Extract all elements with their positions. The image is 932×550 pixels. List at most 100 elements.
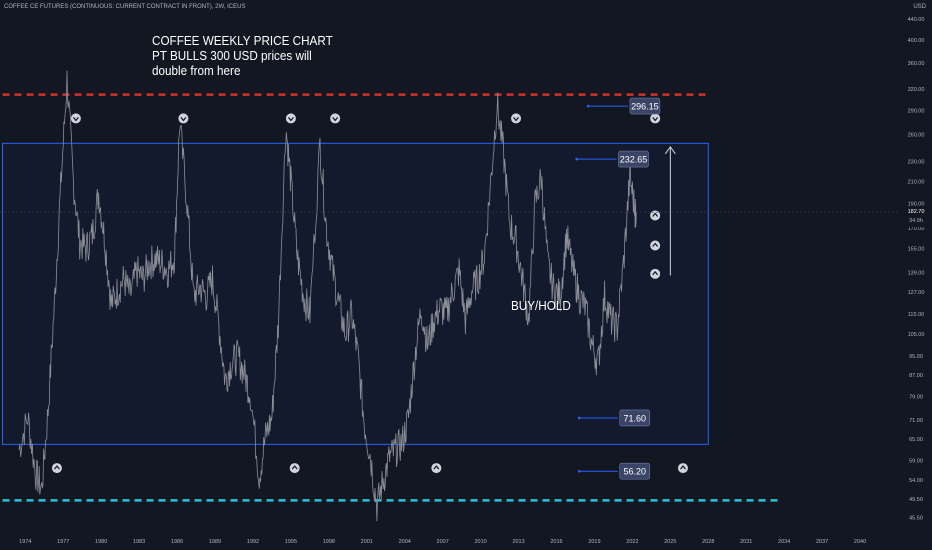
- marker-circle: [285, 113, 296, 124]
- marker-circle: [677, 463, 688, 474]
- price-label-box: [619, 462, 651, 480]
- marker-arrow: [72, 117, 79, 122]
- y-tick-label: 71.00: [909, 418, 923, 424]
- x-tick-label: 2037: [816, 539, 828, 545]
- y-tick-label: 230.00: [908, 160, 925, 166]
- marker-arrow: [652, 242, 659, 247]
- marker-circle: [70, 113, 81, 124]
- x-tick-label: 1995: [285, 539, 297, 545]
- price-label-text: 71.60: [623, 413, 646, 423]
- x-tick-label: 2016: [550, 539, 562, 545]
- price-label-dot: [577, 469, 581, 473]
- price-label-dot: [577, 416, 581, 420]
- y-tick-label: 139.00: [908, 270, 925, 276]
- marker-arrow: [652, 270, 659, 276]
- price-line: [18, 70, 637, 522]
- x-tick-label: 2019: [588, 539, 600, 545]
- sell-marker-icon: [330, 113, 341, 124]
- x-tick-label: 1977: [57, 539, 69, 545]
- marker-circle: [178, 113, 189, 124]
- x-tick-label: 1998: [323, 539, 335, 545]
- buy-hold-label: BUY/HOLD: [511, 298, 571, 313]
- y-tick-label: 210.00: [908, 180, 925, 186]
- buy-marker-icon: [650, 240, 661, 251]
- last-price-value: 182.70: [908, 209, 925, 215]
- buy-marker-icon: [650, 210, 661, 221]
- buy-marker-icon: [51, 463, 62, 474]
- marker-arrow: [53, 465, 60, 470]
- marker-circle: [330, 113, 341, 124]
- x-tick-label: 1989: [209, 539, 221, 545]
- y-tick-label: 87.00: [909, 373, 923, 379]
- buy-marker-icon: [289, 463, 300, 474]
- marker-circle: [650, 113, 661, 124]
- price-label-text: 56.20: [623, 467, 646, 477]
- x-tick-label: 2022: [626, 539, 638, 545]
- currency-label: USD: [913, 4, 926, 10]
- price-label-box: [629, 97, 661, 115]
- x-tick-label: 1974: [19, 539, 31, 545]
- price-label-dot: [575, 157, 579, 161]
- x-tick-label: 2001: [361, 539, 373, 545]
- x-tick-label: 2040: [854, 539, 866, 545]
- x-tick-label: 1992: [247, 539, 259, 545]
- marker-circle: [650, 240, 661, 251]
- x-tick-label: 2004: [399, 539, 411, 545]
- sell-marker-icon: [511, 113, 522, 124]
- marker-arrow: [513, 117, 519, 122]
- y-tick-label: 54.00: [909, 478, 923, 484]
- sell-marker-icon: [70, 113, 81, 124]
- y-tick-label: 49.50: [909, 497, 923, 503]
- y-tick-label: 59.00: [909, 459, 923, 465]
- marker-circle: [431, 463, 442, 474]
- marker-arrow: [652, 212, 659, 217]
- y-tick-label: 79.00: [909, 394, 923, 400]
- symbol-title: COFFEE CE FUTURES (CONTINUOUS: CURRENT C…: [4, 4, 246, 10]
- price-label: 56.20: [577, 462, 651, 480]
- y-tick-label: 65.00: [909, 437, 923, 443]
- marker-circle: [289, 463, 300, 474]
- marker-arrow: [332, 117, 339, 122]
- x-tick-label: 1983: [133, 539, 145, 545]
- price-label: 232.65: [575, 150, 649, 168]
- y-tick-label: 45.50: [909, 516, 923, 522]
- price-label-text: 296.15: [631, 102, 659, 112]
- y-tick-label: 360.00: [908, 61, 925, 67]
- y-tick-label: 320.00: [908, 87, 925, 93]
- sell-marker-icon: [285, 113, 296, 124]
- price-label-box: [618, 150, 649, 168]
- buy-marker-icon: [650, 268, 661, 279]
- marker-circle: [650, 268, 661, 279]
- chart-annotation: COFFEE WEEKLY PRICE CHART PT BULLS 300 U…: [152, 33, 333, 78]
- y-tick-label: 170.00: [908, 226, 925, 232]
- annotation-line-3: double from here: [152, 63, 241, 78]
- marker-circle: [650, 210, 661, 221]
- buy-marker-icon: [431, 463, 442, 474]
- x-tick-label: 2007: [437, 539, 449, 545]
- y-tick-label: 155.00: [908, 246, 925, 252]
- annotation-line-2: PT BULLS 300 USD prices will: [152, 48, 312, 63]
- y-tick-label: 127.00: [908, 290, 925, 296]
- marker-arrow: [291, 465, 298, 470]
- x-tick-label: 2031: [740, 539, 752, 545]
- x-tick-label: 2010: [474, 539, 486, 545]
- last-price-tag: [902, 207, 930, 228]
- range-box: [2, 142, 709, 445]
- marker-arrow: [433, 465, 440, 470]
- y-tick-label: 95.00: [909, 354, 923, 360]
- annotation-line-1: COFFEE WEEKLY PRICE CHART: [152, 33, 333, 48]
- y-tick-label: 290.00: [908, 109, 925, 115]
- y-tick-label: 105.00: [908, 332, 925, 338]
- y-tick-label: 440.00: [908, 17, 925, 23]
- price-label-text: 232.65: [620, 155, 648, 165]
- price-label-box: [619, 409, 651, 427]
- marker-arrow: [680, 465, 686, 470]
- buy-marker-icon: [677, 463, 688, 474]
- target-arrow-head: [664, 145, 676, 155]
- sell-marker-icon: [178, 113, 189, 124]
- marker-arrow: [287, 117, 294, 122]
- y-tick-label: 260.00: [908, 133, 925, 139]
- y-tick-label: 190.00: [908, 202, 925, 208]
